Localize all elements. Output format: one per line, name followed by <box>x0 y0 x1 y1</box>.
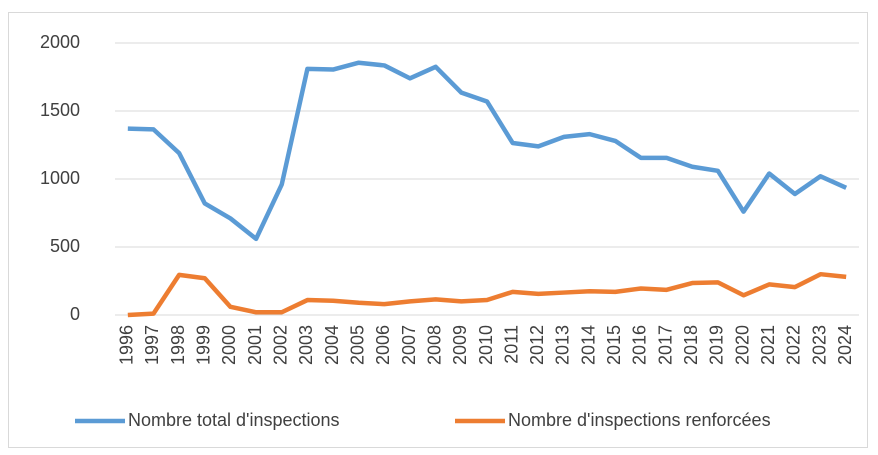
x-tick-label: 2017 <box>655 325 675 365</box>
x-tick-label: 2005 <box>347 325 367 365</box>
x-tick-label: 2023 <box>809 325 829 365</box>
line-series <box>127 60 848 242</box>
x-tick-label: 2003 <box>296 325 316 365</box>
x-tick-label: 2021 <box>758 325 778 365</box>
x-tick-label: 2020 <box>732 325 752 365</box>
x-tick-label: 2006 <box>373 325 393 365</box>
x-tick-label: 2024 <box>835 325 855 365</box>
x-tick-label: 1997 <box>142 325 162 365</box>
y-tick-label: 1500 <box>40 100 80 120</box>
x-tick-label: 2019 <box>707 325 727 365</box>
x-tick-label: 2010 <box>476 325 496 365</box>
x-tick-label: 2016 <box>630 325 650 365</box>
x-tick-label: 1999 <box>194 325 214 365</box>
x-tick-label: 2014 <box>578 325 598 365</box>
x-tick-label: 2007 <box>399 325 419 365</box>
y-tick-label: 2000 <box>40 32 80 52</box>
y-tick-label: 1000 <box>40 168 80 188</box>
x-tick-label: 2011 <box>501 325 521 364</box>
x-tick-label: 2022 <box>784 325 804 365</box>
x-tick-label: 2018 <box>681 325 701 365</box>
x-tick-label: 2013 <box>553 325 573 365</box>
y-tick-label: 0 <box>70 304 80 324</box>
chart-border <box>8 12 868 448</box>
legend-label: Nombre total d'inspections <box>128 410 340 430</box>
line-series <box>127 271 847 318</box>
x-tick-label: 2004 <box>322 325 342 365</box>
x-tick-label: 2000 <box>219 325 239 365</box>
x-tick-label: 2008 <box>424 325 444 365</box>
x-tick-label: 2002 <box>271 325 291 365</box>
x-tick-label: 1996 <box>117 325 137 365</box>
x-tick-label: 2009 <box>450 325 470 365</box>
legend-label: Nombre d'inspections renforcées <box>508 410 771 430</box>
x-tick-label: 2012 <box>527 325 547 365</box>
x-tick-label: 1998 <box>168 325 188 365</box>
y-tick-label: 500 <box>50 236 80 256</box>
x-tick-label: 2015 <box>604 325 624 365</box>
x-tick-label: 2001 <box>245 325 265 365</box>
